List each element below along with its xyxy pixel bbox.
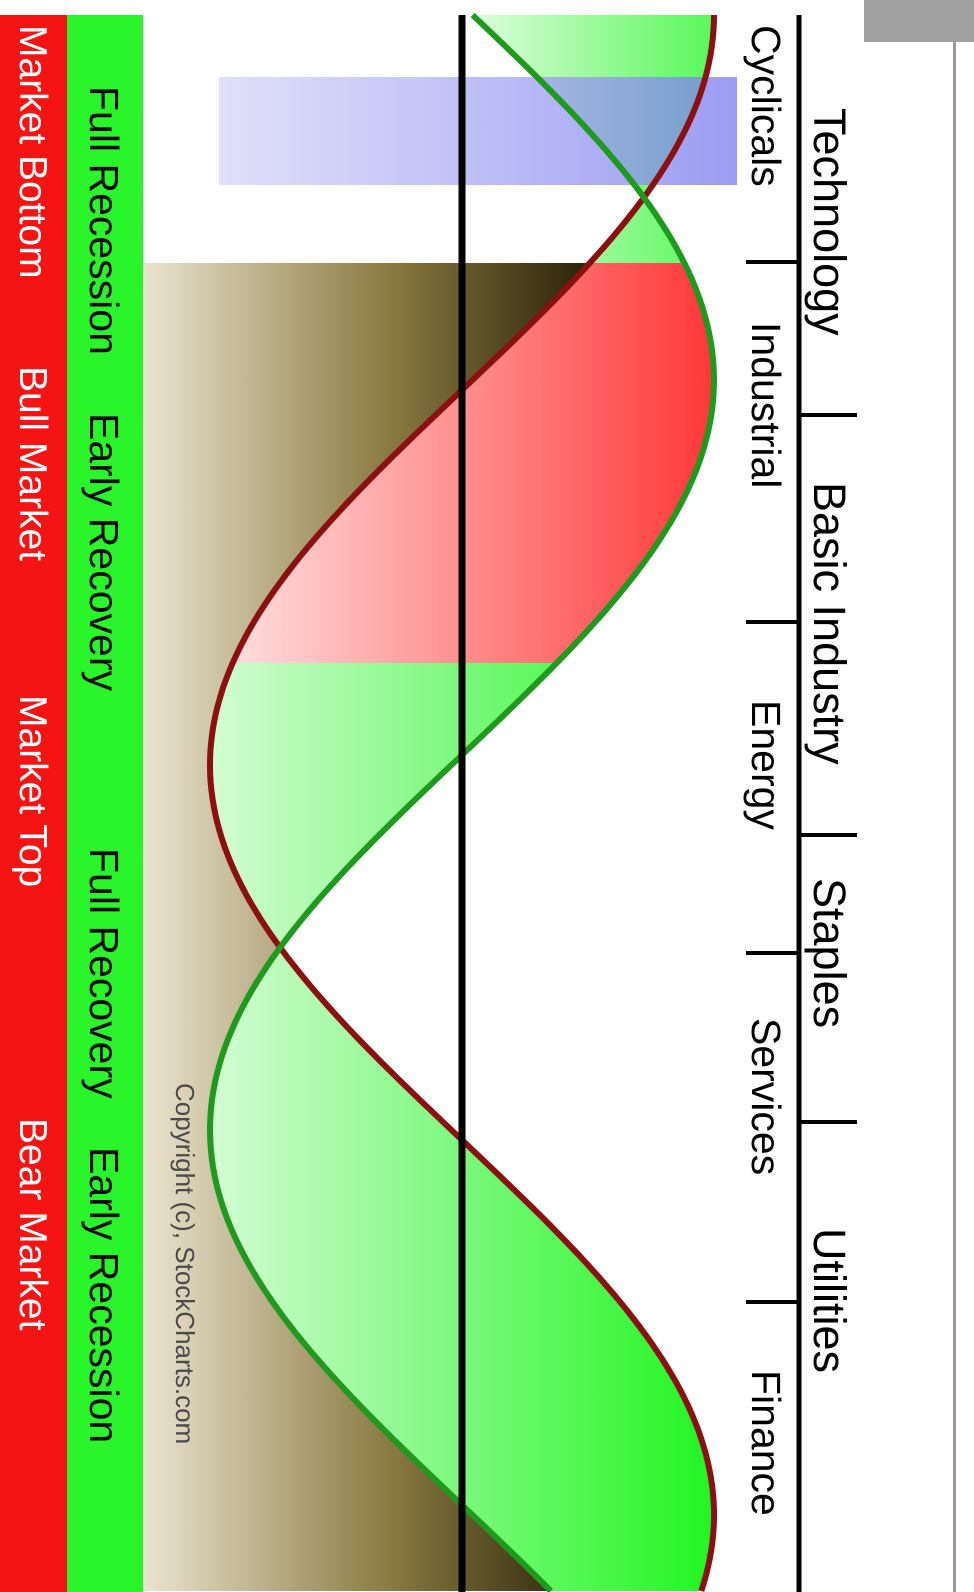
market-phase-bottom: Market Bottom [11,25,54,279]
sector-label-basic-industry: Basic Industry [804,482,855,765]
sector-label-technology: Technology [804,108,855,336]
sector-label-cyclicals: Cyclicals [743,25,789,187]
sector-label-staples: Staples [804,878,855,1028]
window-frame-edge [954,0,974,1592]
economy-cycle-curve [206,12,718,1592]
market-phase-bear: Bear Market [11,1118,54,1331]
green-leading-area [210,663,714,1591]
sector-label-finance: Finance [743,1370,789,1516]
market-band-background [0,15,67,1592]
economy-phase-full-recession: Full Recession [81,86,127,355]
market-cycle-curve [206,14,717,1592]
economy-phase-full-recovery: Full Recovery [81,848,127,1099]
sector-band: Technology Basic Industry Staples Utilit… [737,15,857,1592]
economy-phase-band: Full Recession Early Recovery Full Recov… [67,15,143,1592]
sector-label-services: Services [743,1018,789,1175]
sector-label-industrial: Industrial [743,322,789,488]
economy-phase-early-recession: Early Recession [81,1147,127,1443]
copyright-notice: Copyright (c), StockCharts.com [170,1083,200,1444]
market-phase-band: Market Bottom Bull Market Market Top Bea… [0,15,67,1592]
sector-label-energy: Energy [743,700,789,830]
market-phase-bull: Bull Market [11,366,54,561]
economy-band-background [67,15,143,1592]
window-frame-line [953,0,956,1592]
olive-overlap-area [143,263,590,1591]
window-corner-block [864,0,974,42]
market-phase-top: Market Top [11,695,54,887]
sector-label-utilities: Utilities [804,1228,855,1373]
pink-lagging-area [232,263,714,663]
economy-phase-early-recovery: Early Recovery [81,413,127,691]
